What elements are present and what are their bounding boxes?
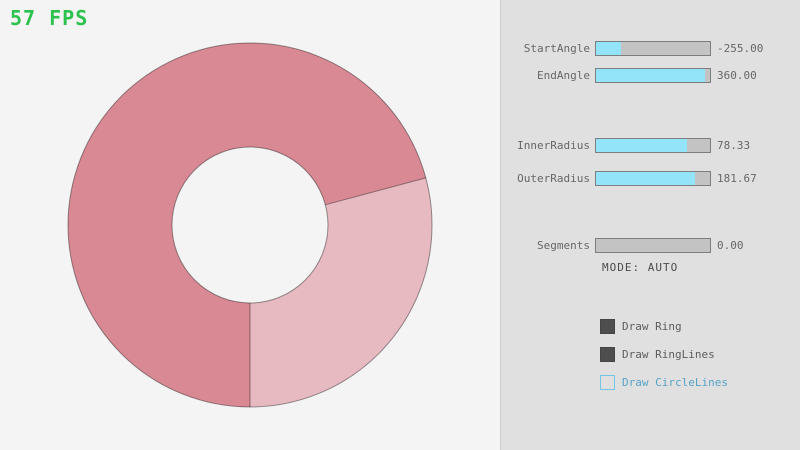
draw-circlelines-checkbox[interactable] [600,374,615,390]
end-angle-label: EndAngle [537,68,590,82]
ring-outer-line [67,42,433,408]
start-angle-value: -255.00 [717,41,764,55]
draw-ringlines-checkbox[interactable] [600,346,615,362]
end-angle-value: 360.00 [717,68,757,82]
ring-sector-dark [68,43,426,408]
draw-ringlines-label: Draw RingLines [622,347,715,361]
outer-radius-slider[interactable] [595,170,711,186]
draw-ring-checkbox[interactable] [600,318,615,334]
mode-label: MODE: AUTO [602,261,679,274]
end-angle-slider[interactable] [595,67,711,83]
ring-radial-line-right [325,177,426,206]
draw-ring-label: Draw Ring [622,319,682,333]
draw-circlelines-label: Draw CircleLines [622,375,728,389]
start-angle-label: StartAngle [523,41,590,55]
start-angle-slider[interactable] [595,40,711,56]
end-angle-slider-fill [596,68,706,82]
start-angle-slider-fill [596,41,622,55]
slider-row-start-angle: StartAngle -255.00 [500,40,800,56]
fps-counter: 57 FPS [10,6,89,30]
ring-canvas [67,42,433,408]
checkbox-row-draw-ring: Draw Ring [600,318,682,334]
inner-radius-value: 78.33 [717,138,751,152]
segments-label: Segments [537,238,590,252]
inner-radius-label: InnerRadius [517,138,590,152]
slider-row-outer-radius: OuterRadius 181.67 [500,170,800,186]
checkbox-row-draw-circlelines: Draw CircleLines [600,374,728,390]
slider-row-inner-radius: InnerRadius 78.33 [500,137,800,153]
segments-value: 0.00 [717,238,744,252]
outer-radius-slider-fill [596,171,696,185]
slider-row-end-angle: EndAngle 360.00 [500,67,800,83]
inner-radius-slider-fill [596,138,688,152]
outer-radius-label: OuterRadius [517,171,590,185]
inner-radius-slider[interactable] [595,137,711,153]
segments-slider[interactable] [595,237,711,253]
slider-row-segments: Segments 0.00 [500,237,800,253]
checkbox-row-draw-ringlines: Draw RingLines [600,346,715,362]
ring-sector-light [250,177,433,407]
ring-inner-line [171,146,329,304]
outer-radius-value: 181.67 [717,171,757,185]
